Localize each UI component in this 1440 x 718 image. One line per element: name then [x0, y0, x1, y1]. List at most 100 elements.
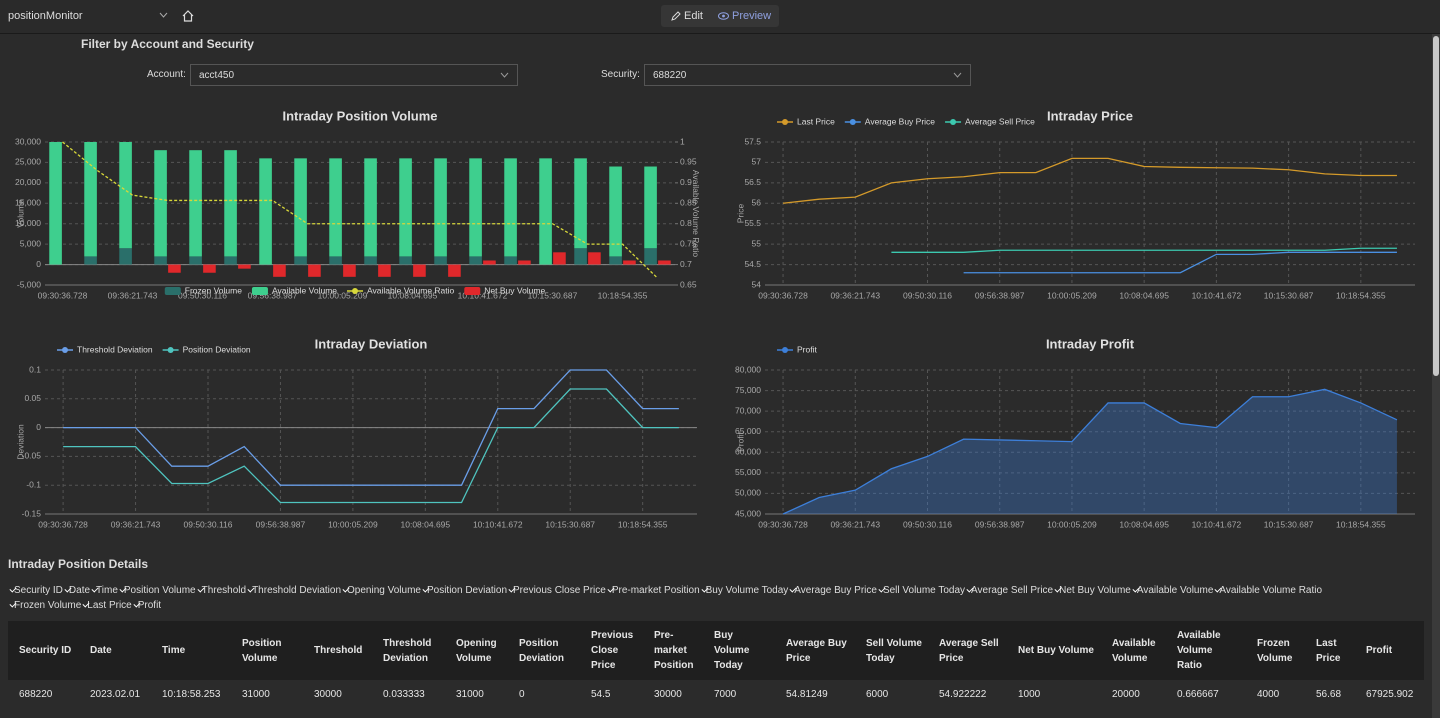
column-header: Time	[151, 621, 231, 680]
column-toggle[interactable]: Security ID	[8, 585, 63, 596]
column-toggle[interactable]: Sell Volume Today	[877, 585, 965, 596]
scroll-thumb[interactable]	[1433, 36, 1439, 376]
y-tick-label: 57	[752, 157, 762, 167]
table-cell: 688220	[8, 680, 79, 708]
bar	[644, 248, 657, 264]
column-toggle[interactable]: Buy Volume Today	[700, 585, 789, 596]
legend-label: Position Deviation	[183, 344, 251, 354]
y-tick-label: 56	[752, 198, 762, 208]
charts: Intraday Position Volume-5,00005,00010,0…	[0, 0, 1430, 540]
chart-title: Intraday Price	[1047, 108, 1133, 123]
x-tick-label: 10:08:04.695	[1119, 519, 1169, 529]
column-toggle[interactable]: Profit	[132, 600, 161, 611]
y-tick-label: 80,000	[735, 364, 761, 374]
table-cell: 56.68	[1305, 680, 1355, 708]
bar	[518, 260, 531, 264]
x-tick-label: 09:56:38.987	[975, 290, 1025, 300]
chart-title: Intraday Deviation	[315, 336, 428, 351]
checkbox-label: Buy Volume Today	[706, 585, 789, 596]
bar	[504, 256, 517, 264]
bar	[119, 142, 132, 248]
column-header: Buy Volume Today	[703, 621, 775, 680]
legend-marker	[950, 119, 956, 125]
scrollbar[interactable]	[1432, 34, 1440, 718]
bar	[644, 167, 657, 249]
y-axis-label: Volume	[15, 199, 25, 228]
x-tick-label: 09:30:36.728	[38, 519, 88, 529]
column-toggle[interactable]: Pre-market Position	[606, 585, 700, 596]
column-toggle[interactable]: Position Deviation	[421, 585, 507, 596]
column-toggle[interactable]: Time	[90, 585, 118, 596]
column-header: Position Volume	[231, 621, 303, 680]
column-header: Threshold Deviation	[372, 621, 445, 680]
column-toggle[interactable]: Available Volume Ratio	[1213, 585, 1322, 596]
column-header: Available Volume	[1101, 621, 1166, 680]
legend: Profit	[777, 344, 817, 354]
checkbox-label: Position Deviation	[427, 585, 507, 596]
checkbox-label: Net Buy Volume	[1059, 585, 1131, 596]
checkbox-label: Opening Volume	[347, 585, 421, 596]
column-toggle[interactable]: Previous Close Price	[507, 585, 606, 596]
bar	[434, 158, 447, 256]
column-toggle[interactable]: Position Volume	[118, 585, 196, 596]
column-toggle[interactable]: Average Buy Price	[788, 585, 877, 596]
bar	[49, 142, 62, 265]
chart-title: Intraday Profit	[1046, 336, 1135, 351]
bar	[448, 265, 461, 277]
bar	[609, 167, 622, 257]
table-cell: 4000	[1246, 680, 1305, 708]
table-body: 6882202023.02.0110:18:58.25331000300000.…	[8, 680, 1424, 708]
bar	[329, 158, 342, 256]
bar	[399, 256, 412, 264]
bar	[224, 150, 237, 256]
column-toggle[interactable]: Opening Volume	[341, 585, 421, 596]
bar	[203, 265, 216, 273]
bar	[329, 256, 342, 264]
legend-marker	[168, 347, 174, 353]
bar	[378, 265, 391, 277]
column-toggle[interactable]: Available Volume	[1131, 585, 1214, 596]
column-toggle[interactable]: Threshold Deviation	[246, 585, 341, 596]
column-header: Available Volume Ratio	[1166, 621, 1246, 680]
checkbox-label: Available Volume	[1137, 585, 1214, 596]
column-toggle[interactable]: Frozen Volume	[8, 600, 81, 611]
bar	[553, 252, 566, 264]
bar	[588, 252, 601, 264]
bar	[623, 260, 636, 264]
x-tick-label: 10:00:05.209	[1047, 519, 1097, 529]
column-toggle[interactable]: Net Buy Volume	[1053, 585, 1131, 596]
y-tick-label: 30,000	[15, 136, 41, 146]
column-toggle[interactable]: Threshold	[196, 585, 246, 596]
bar	[343, 265, 356, 277]
column-header: Frozen Volume	[1246, 621, 1305, 680]
y2-tick-label: 0.65	[680, 279, 697, 289]
column-toggle[interactable]: Average Sell Price	[965, 585, 1053, 596]
column-toggle[interactable]: Date	[63, 585, 90, 596]
table-cell: 0	[508, 680, 580, 708]
y-tick-label: 55	[752, 238, 762, 248]
y-tick-label: 5,000	[20, 238, 42, 248]
checkbox-label: Average Buy Price	[794, 585, 877, 596]
legend-label: Average Buy Price	[865, 116, 936, 126]
column-checkboxes: Security IDDateTimePosition VolumeThresh…	[8, 585, 1388, 611]
x-tick-label: 09:56:38.987	[256, 519, 306, 529]
table-cell: 10:18:58.253	[151, 680, 231, 708]
bar	[308, 265, 321, 277]
bar	[574, 158, 587, 248]
y-tick-label: 0	[36, 422, 41, 432]
table-cell: 31000	[231, 680, 303, 708]
bar	[168, 265, 181, 273]
y-axis-label: Deviation	[15, 424, 25, 460]
legend-label: Last Price	[797, 116, 835, 126]
x-tick-label: 09:30:36.728	[38, 290, 88, 300]
y-tick-label: 0	[36, 259, 41, 269]
details-table: Security IDDateTimePosition VolumeThresh…	[8, 621, 1424, 708]
bar	[189, 256, 202, 264]
legend-label: Average Sell Price	[965, 116, 1035, 126]
column-toggle[interactable]: Last Price	[81, 600, 131, 611]
column-header: Pre-market Position	[643, 621, 703, 680]
bar	[273, 265, 286, 277]
x-tick-label: 10:15:30.687	[545, 519, 595, 529]
y-axis-label: Price	[735, 204, 745, 224]
table-cell: 20000	[1101, 680, 1166, 708]
